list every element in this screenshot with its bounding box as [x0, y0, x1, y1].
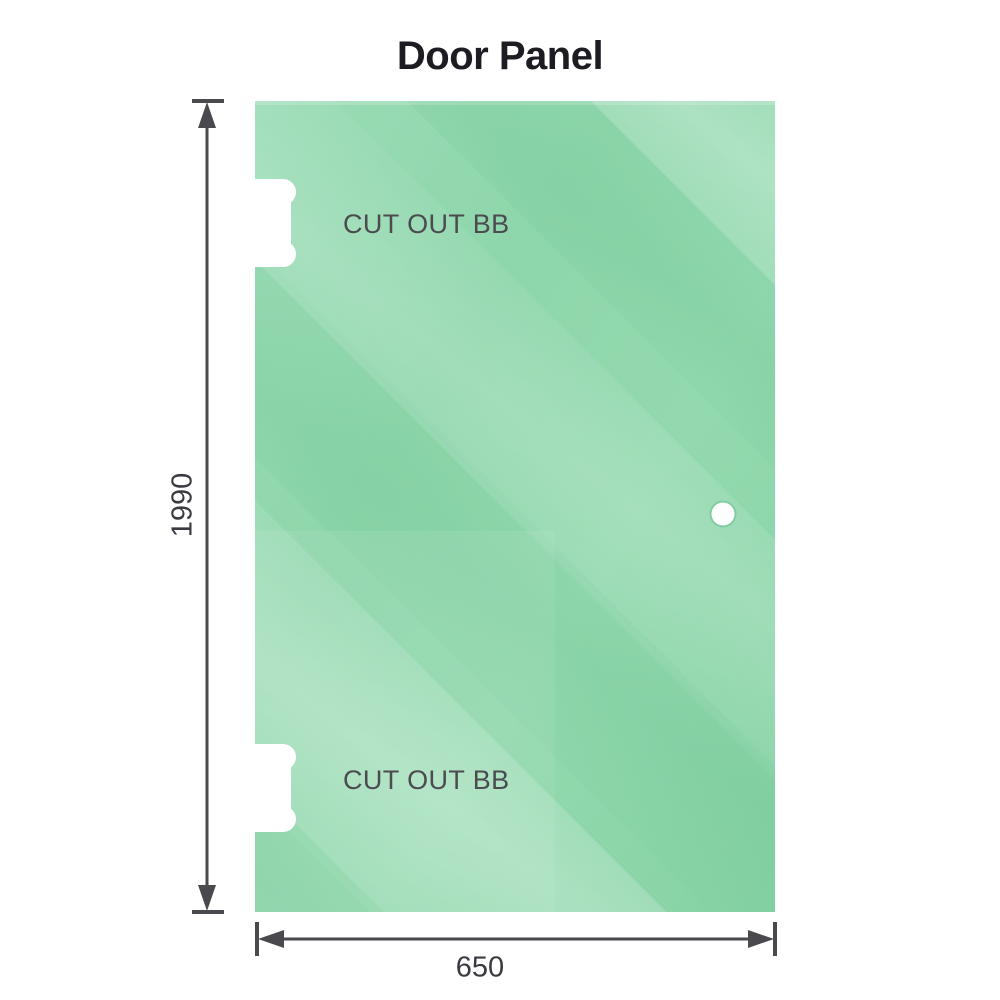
- cutout-label-lower: CUT OUT BB: [343, 765, 510, 795]
- dim-height-arrow-down: [198, 885, 216, 911]
- dim-width-arrow-left: [258, 930, 284, 948]
- dimension-height-label: 1990: [166, 472, 199, 538]
- panel-graphic: [255, 101, 775, 912]
- glass-door-panel: [255, 101, 775, 912]
- dim-width-arrow-right: [748, 930, 774, 948]
- dim-height-arrow-up: [198, 102, 216, 128]
- dimension-width-label: 650: [455, 951, 505, 984]
- handle-hole: [709, 500, 737, 528]
- cutout-label-upper: CUT OUT BB: [343, 209, 510, 239]
- page-title: Door Panel: [396, 34, 604, 78]
